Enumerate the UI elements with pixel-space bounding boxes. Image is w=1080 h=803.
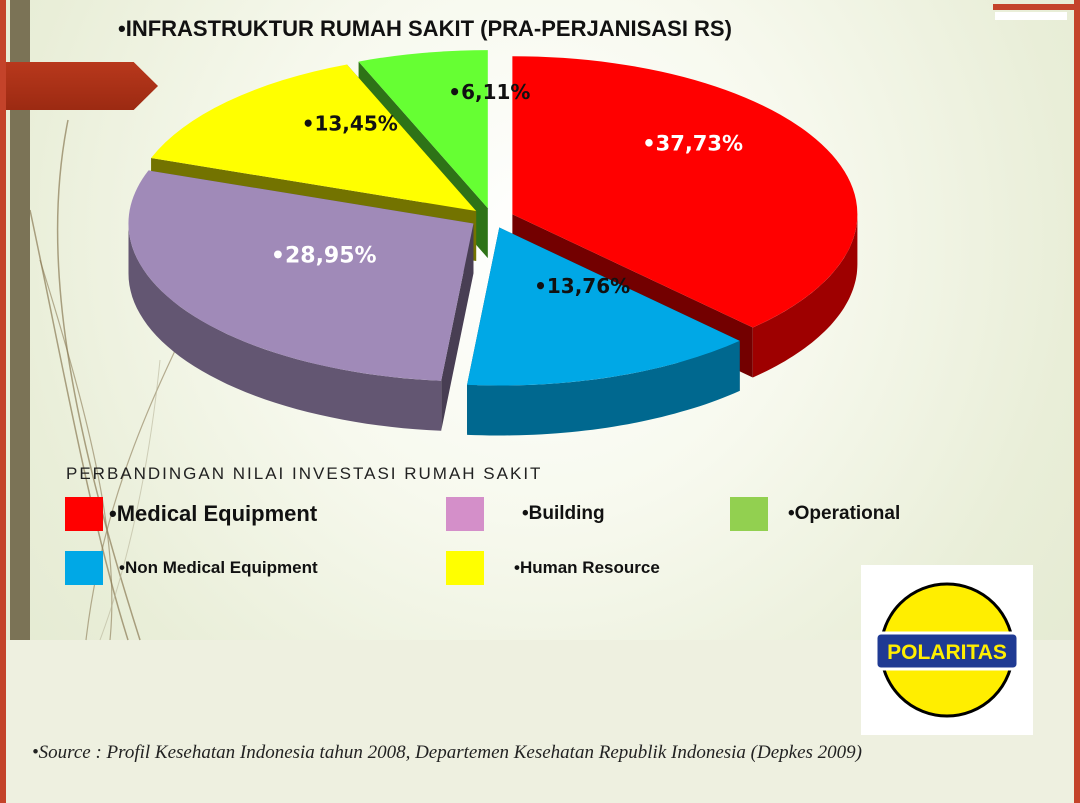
pie-side-medical-equipment xyxy=(752,214,858,378)
legend-swatch-medical-equipment xyxy=(65,497,103,531)
pie-slice-human-resource xyxy=(151,64,477,211)
legend-title: PERBANDINGAN NILAI INVESTASI RUMAH SAKIT xyxy=(66,464,543,483)
data-label-non-medical-equipment: •13,76% xyxy=(534,274,630,298)
pie-side-non-medical-equipment xyxy=(467,340,740,436)
pie-slice-non-medical-equipment xyxy=(467,227,740,386)
polaritas-logo-graphic: POLARITAS xyxy=(874,582,1020,718)
data-label-human-resource: •13,45% xyxy=(302,111,398,135)
polaritas-logo: POLARITAS xyxy=(861,565,1033,735)
top-right-highlight xyxy=(995,12,1067,20)
pie-wall-building-0 xyxy=(441,223,474,431)
arrow-tab xyxy=(6,62,158,110)
logo-text: POLARITAS xyxy=(887,641,1007,664)
chart-title: •INFRASTRUKTUR RUMAH SAKIT (PRA-PERJANIS… xyxy=(118,16,732,41)
legend-label-building: •Building xyxy=(522,503,605,524)
source-note: •Source : Profil Kesehatan Indonesia tah… xyxy=(32,742,862,763)
legend-item-operational: •Operational xyxy=(730,497,900,531)
legend-label-medical-equipment: •Medical Equipment xyxy=(109,501,318,526)
legend-swatch-operational xyxy=(730,497,768,531)
pie-slice-building xyxy=(128,170,474,381)
legend-swatch-building xyxy=(446,497,484,531)
legend-swatch-human-resource xyxy=(446,551,484,585)
pie-slice-operational xyxy=(358,50,488,209)
pie-slice-medical-equipment xyxy=(512,56,858,328)
data-label-building: •28,95% xyxy=(271,243,377,268)
legend-item-human-resource: •Human Resource xyxy=(446,551,660,585)
legend-label-non-medical-equipment: •Non Medical Equipment xyxy=(119,558,318,577)
legend-item-medical-equipment: •Medical Equipment xyxy=(65,497,317,531)
legend-label-human-resource: •Human Resource xyxy=(514,558,660,577)
right-border xyxy=(1074,0,1080,803)
legend-label-operational: •Operational xyxy=(788,503,901,524)
data-label-operational: •6,11% xyxy=(448,80,530,104)
pie-side-building xyxy=(128,223,442,431)
legend-swatch-non-medical-equipment xyxy=(65,551,103,585)
data-label-medical-equipment: •37,73% xyxy=(642,132,743,156)
left-decor-bar xyxy=(10,0,30,640)
legend-item-building: •Building xyxy=(446,497,605,531)
legend-item-non-medical-equipment: •Non Medical Equipment xyxy=(65,551,318,585)
top-right-border xyxy=(993,4,1080,10)
left-border xyxy=(0,0,6,803)
